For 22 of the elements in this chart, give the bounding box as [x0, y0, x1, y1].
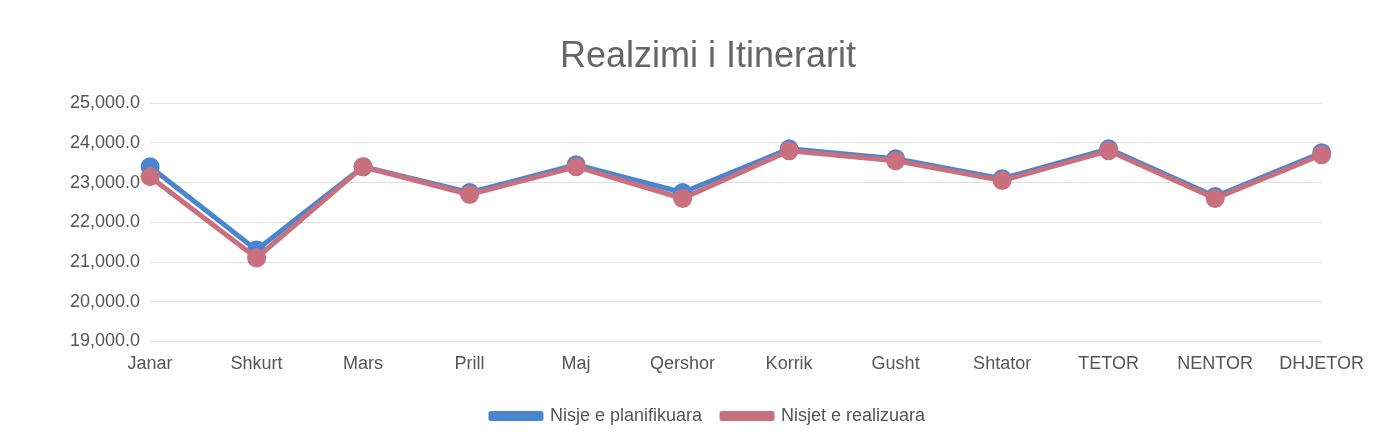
- x-tick-label: Qershor: [650, 353, 716, 374]
- y-tick-label: 24,000.0: [69, 131, 141, 152]
- y-tick-label: 25,000.0: [69, 92, 141, 113]
- y-tick-label: 21,000.0: [69, 250, 141, 271]
- x-tick-label: Prill: [454, 353, 485, 374]
- x-tick-label: Shtator: [973, 353, 1032, 374]
- x-tick-label: Maj: [561, 353, 591, 374]
- x-tick-label: NENTOR: [1177, 353, 1253, 374]
- x-tick-label: TETOR: [1078, 353, 1139, 374]
- y-tick-label: 22,000.0: [69, 211, 141, 232]
- y-tick-label: 20,000.0: [69, 290, 141, 311]
- x-tick-label: Mars: [343, 353, 384, 374]
- x-tick-label: Janar: [127, 353, 173, 374]
- x-tick-label: DHJETOR: [1279, 353, 1365, 374]
- x-tick-label: Shkurt: [230, 353, 283, 374]
- x-tick-label: Gusht: [871, 353, 920, 374]
- y-tick-label: 23,000.0: [69, 171, 141, 192]
- legend-label: Nisje e planifikuara: [549, 404, 703, 425]
- legend-label: Nisjet e realizuara: [781, 404, 927, 425]
- chart-title: Realzimi i Itinerarit: [559, 33, 857, 75]
- y-tick-label: 19,000.0: [69, 330, 141, 351]
- x-tick-label: Korrik: [765, 353, 814, 374]
